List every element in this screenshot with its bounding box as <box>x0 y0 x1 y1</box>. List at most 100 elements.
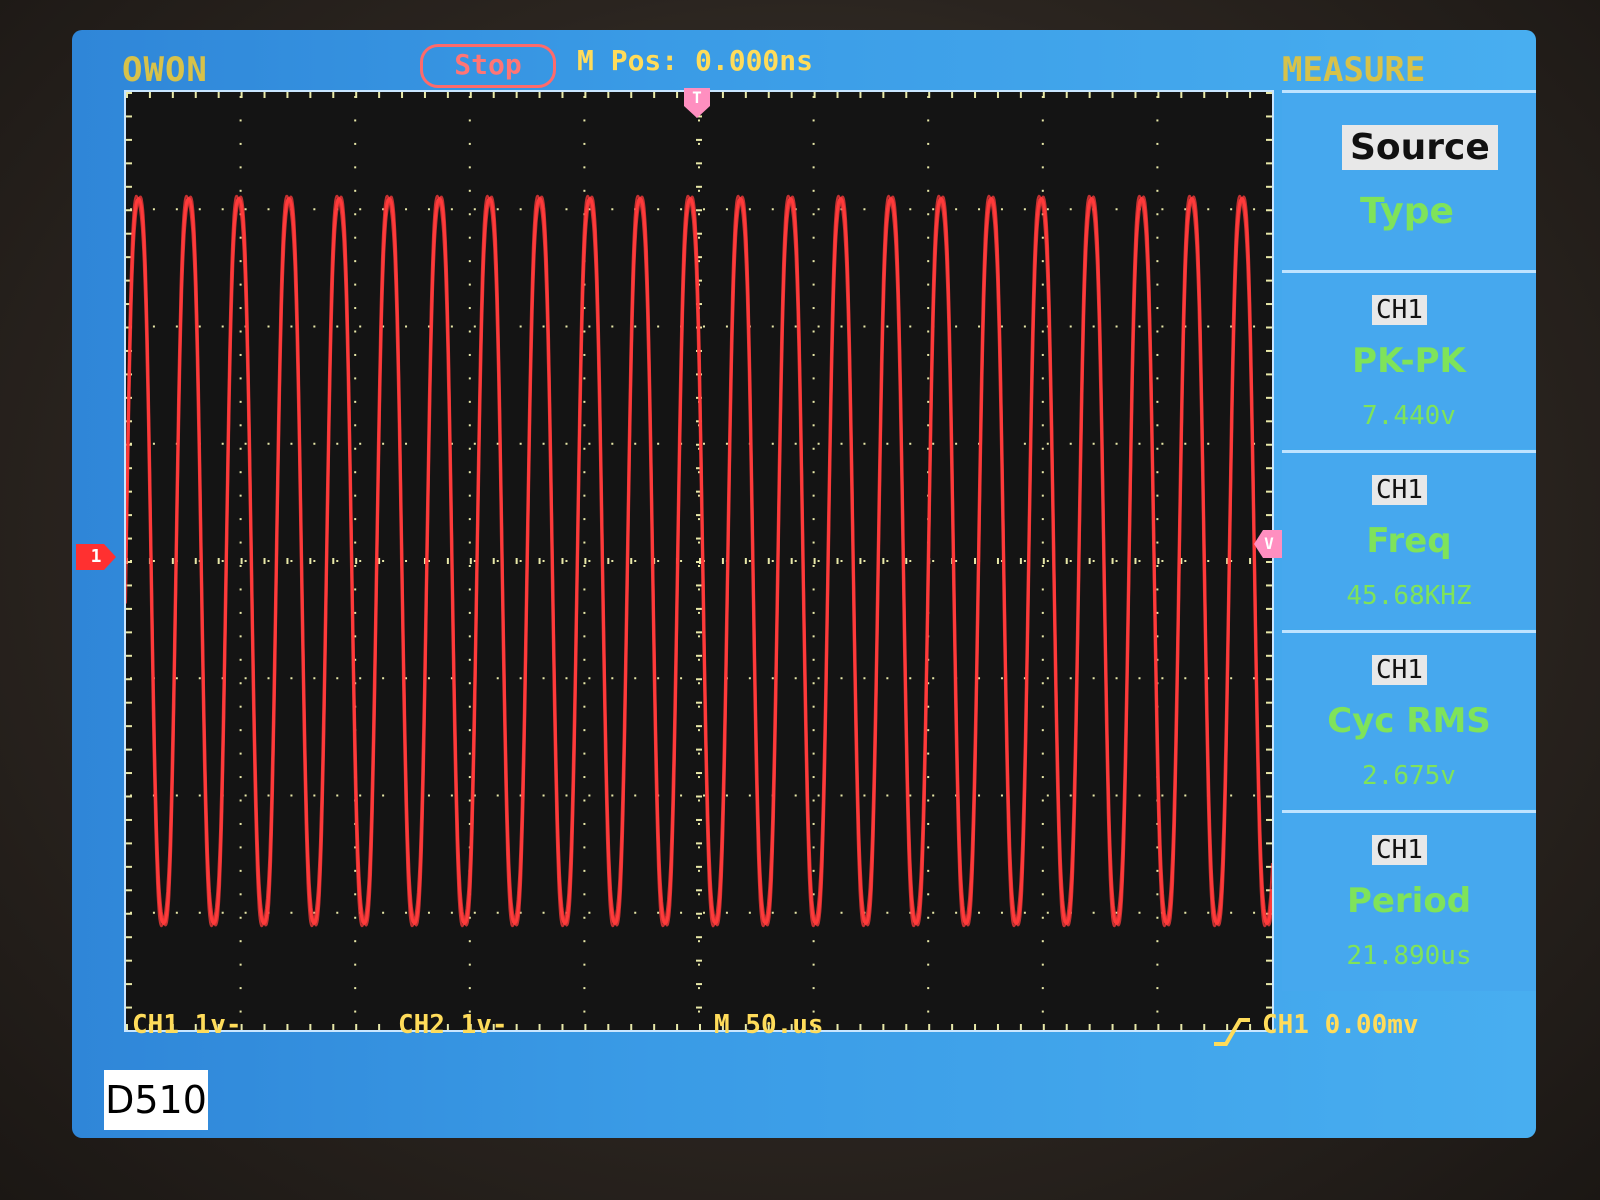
grid-dot <box>354 963 357 966</box>
grid-dot <box>239 705 242 708</box>
grid-dot <box>583 893 586 896</box>
edge-tick <box>1266 725 1272 728</box>
grid-dot <box>1156 518 1159 521</box>
grid-dot <box>927 213 930 216</box>
grid-dot <box>1046 208 1049 211</box>
grid-dot <box>886 325 889 328</box>
edge-tick <box>126 701 132 704</box>
grid-dot <box>267 325 270 328</box>
center-tick <box>696 162 702 165</box>
grid-dot <box>542 325 545 328</box>
edge-tick <box>1065 92 1068 98</box>
measurement-slot-3[interactable]: CH1 Cyc RMS 2.675v <box>1282 630 1536 809</box>
grid-dot <box>863 208 866 211</box>
grid-dot <box>1023 325 1026 328</box>
grid-dot <box>812 822 815 825</box>
grid-dot <box>468 260 471 263</box>
grid-dot <box>1184 677 1187 680</box>
grid-dot <box>1041 119 1044 122</box>
grid-dot <box>239 682 242 685</box>
grid-dot <box>427 794 430 797</box>
grid-dot <box>703 325 705 328</box>
edge-tick <box>126 678 132 681</box>
grid-dot <box>354 611 357 614</box>
grid-dot <box>152 208 155 211</box>
grid-dot <box>1156 377 1159 380</box>
center-tick <box>974 558 977 564</box>
grid-dot <box>542 911 545 914</box>
grid-dot <box>382 208 385 211</box>
source-option[interactable]: Source <box>1342 125 1498 170</box>
measurement-value: 7.440v <box>1362 401 1456 431</box>
grid-dot <box>496 208 499 211</box>
grid-dot <box>496 442 499 445</box>
grid-dot <box>588 677 591 680</box>
edge-tick <box>790 1024 793 1030</box>
grid-dot <box>1023 911 1026 914</box>
grid-dot <box>927 776 930 779</box>
edge-tick <box>126 631 132 634</box>
center-tick <box>696 607 702 610</box>
center-tick <box>171 558 174 564</box>
ch1-waveform-trace <box>126 194 1272 928</box>
grid-dot <box>698 447 700 450</box>
grid-dot <box>794 794 797 797</box>
grid-dot <box>812 752 815 755</box>
run-stop-indicator[interactable]: Stop <box>420 44 556 88</box>
grid-dot <box>932 560 935 562</box>
grid-dot <box>468 377 471 380</box>
grid-dot <box>583 377 586 380</box>
grid-dot <box>1156 963 1159 966</box>
grid-dot <box>1046 442 1049 445</box>
grid-dot <box>1156 565 1159 567</box>
edge-tick <box>126 936 132 939</box>
edge-tick <box>1266 138 1272 141</box>
edge-tick <box>1266 818 1272 821</box>
grid-dot <box>354 236 357 239</box>
grid-dot <box>611 794 614 797</box>
grid-dot <box>927 893 930 896</box>
grid-dot <box>748 911 751 914</box>
source-type-menu-item[interactable]: Source Type <box>1282 90 1536 271</box>
edge-tick <box>1266 678 1272 681</box>
edge-tick <box>1180 1024 1183 1030</box>
grid-dot <box>698 541 700 544</box>
ch1-ground-marker: 1 <box>76 544 116 570</box>
grid-dot <box>1156 213 1159 216</box>
type-option[interactable]: Type <box>1360 191 1454 232</box>
grid-dot <box>450 911 453 914</box>
edge-tick <box>1266 865 1272 868</box>
edge-tick <box>1065 1024 1068 1030</box>
center-tick <box>538 558 541 564</box>
grid-dot <box>812 846 815 849</box>
grid-dot <box>473 911 476 914</box>
grid-dot <box>812 588 815 591</box>
grid-dot <box>1041 776 1044 779</box>
grid-dot <box>927 142 930 145</box>
measurement-slot-1[interactable]: CH1 PK-PK 7.440v <box>1282 270 1536 449</box>
grid-dot <box>1041 752 1044 755</box>
grid-dot <box>1041 541 1044 544</box>
edge-tick <box>1266 92 1272 94</box>
grid-dot <box>354 447 357 450</box>
grid-dot <box>473 208 476 211</box>
edge-tick <box>126 490 132 493</box>
measurement-slot-2[interactable]: CH1 Freq 45.68KHZ <box>1282 450 1536 629</box>
grid-dot <box>1253 794 1256 797</box>
grid-dot <box>698 940 700 943</box>
grid-dot <box>817 794 820 797</box>
grid-dot <box>583 471 586 474</box>
grid-dot <box>927 377 930 380</box>
edge-tick <box>790 92 793 98</box>
grid-dot <box>886 794 889 797</box>
center-tick <box>767 558 770 564</box>
grid-dot <box>812 283 815 286</box>
grid-dot <box>405 208 408 211</box>
edge-tick <box>1111 1024 1114 1030</box>
grid-dot <box>863 794 866 797</box>
grid-dot <box>473 442 476 445</box>
measurement-slot-4[interactable]: CH1 Period 21.890us <box>1282 810 1536 991</box>
grid-dot <box>239 447 242 450</box>
grid-dot <box>1184 442 1187 445</box>
center-tick <box>696 537 702 540</box>
